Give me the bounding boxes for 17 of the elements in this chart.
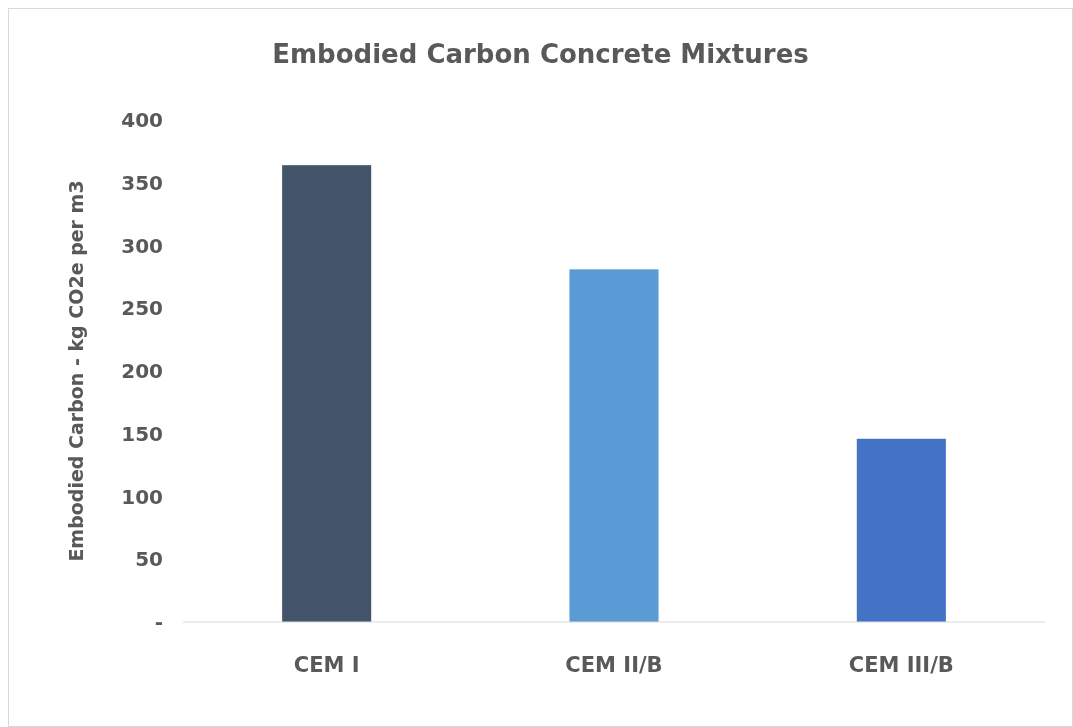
y-tick-label: 400 [121,108,163,132]
y-tick-label: 100 [121,484,163,509]
x-tick-label: CEM I [293,653,360,677]
y-tick-label: 50 [135,547,163,572]
y-axis-title: Embodied Carbon - kg CO2e per m3 [65,180,87,562]
x-tick-label: CEM II/B [565,653,663,677]
y-tick-label: 350 [121,170,163,195]
y-tick-label: 200 [121,359,163,383]
chart-title: Embodied Carbon Concrete Mixtures [272,39,809,69]
y-tick-label: 150 [121,421,163,446]
bar [569,269,659,622]
bar [856,438,946,622]
y-tick-label: 300 [121,233,163,258]
y-tick-label: 250 [121,296,163,321]
bar [282,165,372,622]
x-tick-label: CEM III/B [848,653,954,677]
y-tick-label: - [154,610,163,634]
